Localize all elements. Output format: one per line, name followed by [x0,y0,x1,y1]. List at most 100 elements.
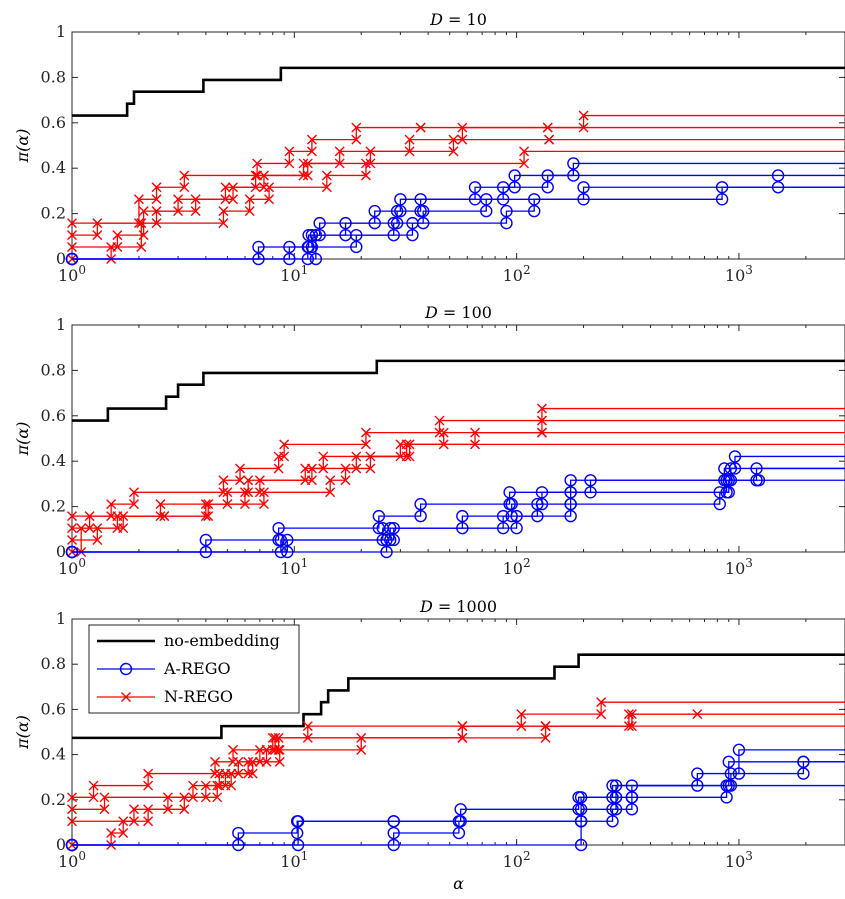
cross-marker [351,134,362,145]
y-tick-label: 1 [56,22,66,41]
cross-marker [250,170,261,181]
cross-marker [228,194,239,205]
cross-marker [434,427,445,438]
circle-marker [301,240,315,254]
cross-marker [92,230,103,241]
cross-marker [306,134,317,145]
circle-marker [574,791,588,804]
cross-marker [67,230,77,241]
chart-title: D = 1000 [419,597,497,616]
axes-frame [71,31,845,260]
cross-marker [155,499,166,510]
cross-marker [544,134,555,145]
cross-marker [457,732,468,743]
circle-marker [625,803,639,816]
cross-marker [365,146,376,157]
cross-marker [448,146,459,157]
cross-marker [340,475,351,486]
x-tick-label: 103 [725,849,753,871]
cross-marker [351,451,362,462]
circle-marker [505,497,518,511]
circle-marker [750,462,763,475]
circle-marker [387,533,400,547]
circle-marker [380,533,393,547]
circle-marker [414,193,427,206]
y-tick-label: 0.2 [41,204,66,223]
y-tick-label: 0.4 [41,745,66,764]
cross-marker [88,792,99,803]
cross-marker [340,463,351,474]
cross-marker [112,523,123,534]
circle-marker [713,486,726,499]
cross-marker [536,403,547,414]
x-tick-label: 102 [503,263,531,285]
cross-marker [173,206,184,217]
cross-marker [254,744,265,755]
cross-marker [273,732,284,743]
cross-marker [596,697,607,708]
circle-marker [752,474,766,487]
x-tick-label: 101 [280,556,308,578]
cross-marker [190,206,201,217]
cross-marker [360,439,371,450]
circle-marker [384,533,397,547]
cross-marker [128,499,139,510]
cross-marker [306,475,317,486]
circle-marker [387,815,400,828]
cross-marker [76,523,87,534]
cross-marker [222,487,233,498]
series-n-rego [67,697,845,850]
cross-marker [151,194,162,205]
circle-marker [452,826,466,840]
cross-marker [457,122,468,133]
circle-marker [577,181,590,194]
cross-marker [67,523,77,534]
cross-marker [273,463,284,474]
y-tick-label: 0.4 [41,451,66,470]
circle-marker [797,755,810,769]
cross-marker [519,146,530,157]
circle-marker [715,193,729,206]
cross-marker [220,182,231,193]
cross-marker [228,744,239,755]
circle-marker [510,509,523,523]
cross-marker [365,158,376,169]
cross-marker [151,218,162,229]
cross-marker [67,804,77,815]
cross-marker [321,170,332,181]
legend-label: N-REGO [164,687,233,706]
y-tick-label: 0.6 [41,406,66,425]
cross-marker [298,158,309,169]
circle-marker [380,545,393,559]
circle-marker [272,521,285,535]
cross-marker [252,158,263,169]
cross-marker [470,427,481,438]
circle-marker [510,521,523,535]
cross-marker [306,146,317,157]
circle-marker [609,791,623,804]
cross-marker [143,816,154,827]
cross-marker [401,451,412,462]
cross-marker [404,146,415,157]
cross-marker [519,158,530,169]
cross-marker [210,756,221,767]
y-tick-label: 0.8 [41,67,66,86]
x-tick-label: 101 [280,263,308,285]
cross-marker [578,110,589,121]
y-tick-label: 0.6 [41,699,66,718]
cross-marker [179,170,190,181]
cross-marker [254,475,265,486]
series-a-rego [65,743,845,852]
x-tick-label: 102 [503,849,531,871]
x-tick-label: 100 [58,556,86,578]
chart-panel-1: D = 10 0 0.2 0.4 0.6 0.8 1 100 101 102 103 π(α) [13,10,845,285]
y-tick-label: 0.4 [41,158,66,177]
cross-marker [365,463,376,474]
cross-marker [325,487,336,498]
cross-marker [112,511,123,522]
cross-marker [92,534,103,545]
circle-marker [199,533,213,547]
cross-marker [325,475,336,486]
cross-marker [244,206,255,217]
circle-marker [564,497,577,511]
